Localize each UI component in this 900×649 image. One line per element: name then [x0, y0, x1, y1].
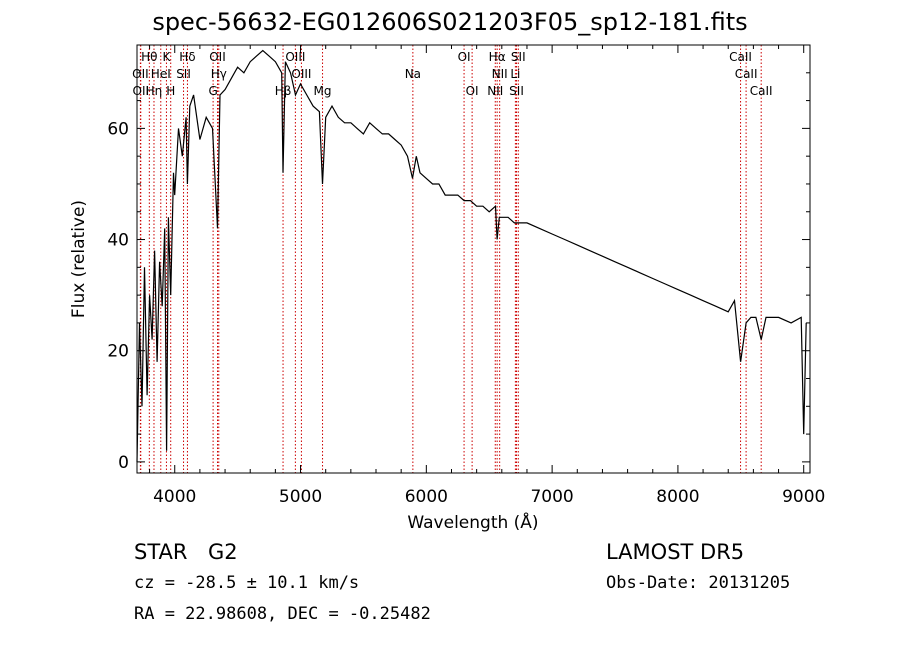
line-label-3: OII	[209, 50, 226, 64]
line-label-24: OI	[466, 84, 479, 98]
plot-frame	[136, 44, 811, 474]
coordinates: RA = 22.98608, DEC = -0.25482	[134, 604, 431, 624]
line-label-23: Mg	[314, 84, 332, 98]
line-label-26: SII	[509, 84, 524, 98]
x-tick-label-4: 8000	[656, 487, 699, 507]
line-label-22: Hβ	[275, 84, 292, 98]
x-tick-label-5: 9000	[782, 487, 825, 507]
observation-date: Obs-Date: 20131205	[606, 573, 791, 593]
y-tick-label-0: 0	[118, 453, 129, 473]
line-label-1: K	[162, 50, 171, 64]
line-label-5: OI	[458, 50, 471, 64]
line-label-9: OII	[132, 67, 149, 81]
line-label-10: HeI	[151, 67, 171, 81]
line-label-8: CaII	[729, 50, 752, 64]
redshift-velocity: cz = -28.5 ± 10.1 km/s	[134, 573, 360, 593]
line-label-11: SII	[176, 67, 191, 81]
line-label-21: G	[208, 84, 217, 98]
line-label-18: OII	[133, 84, 150, 98]
survey-name: LAMOST DR5	[606, 540, 745, 564]
x-axis-ticks: 4000 5000 6000 7000 8000 9000	[149, 45, 825, 507]
y-axis-ticks: 0 20 40 60	[107, 72, 810, 473]
spectral-line-markers	[139, 45, 762, 473]
line-label-0: Hθ	[141, 50, 157, 64]
y-tick-label-2: 40	[107, 231, 129, 251]
line-label-12: Hγ	[211, 67, 227, 81]
y-tick-label-3: 60	[107, 119, 129, 139]
line-label-15: NII	[492, 67, 508, 81]
line-label-17: CaII	[735, 67, 758, 81]
line-label-27: CaII	[750, 84, 773, 98]
line-label-14: Na	[405, 67, 421, 81]
y-axis-label: Flux (relative)	[69, 200, 89, 318]
line-label-13: OIII	[291, 67, 311, 81]
line-label-4: OIII	[285, 50, 305, 64]
line-label-16: Li	[510, 67, 520, 81]
line-label-2: Hδ	[179, 50, 195, 64]
x-axis-label: Wavelength (Å)	[407, 511, 538, 533]
chart-title: spec-56632-EG012606S021203F05_sp12-181.f…	[152, 8, 748, 36]
line-label-19: Hη	[146, 84, 163, 98]
spectrum-line	[136, 49, 807, 462]
object-class: STAR	[134, 540, 188, 564]
line-label-7: SII	[511, 50, 526, 64]
x-tick-label-3: 7000	[530, 487, 573, 507]
object-subclass: G2	[208, 540, 238, 564]
x-tick-label-2: 6000	[405, 487, 448, 507]
line-label-6: Hα	[489, 50, 506, 64]
line-label-25: NII	[487, 84, 503, 98]
x-tick-label-1: 5000	[279, 487, 322, 507]
y-tick-label-1: 20	[107, 342, 129, 362]
x-tick-label-0: 4000	[153, 487, 196, 507]
line-label-20: H	[166, 84, 175, 98]
